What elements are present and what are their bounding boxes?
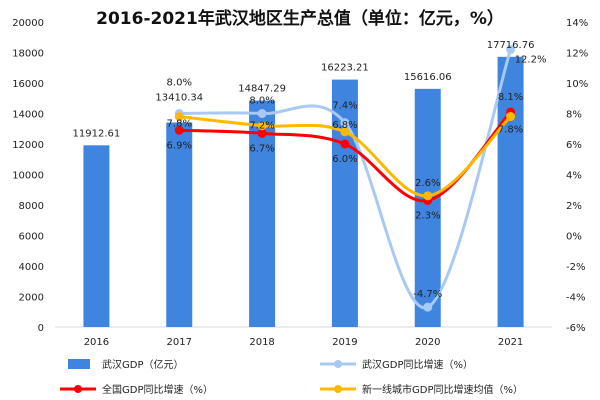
line-data-label: 8.0% (249, 96, 274, 107)
left-tick-label: 8000 (19, 201, 44, 212)
line-data-label: 7.2% (249, 121, 274, 132)
legend-marker (74, 385, 82, 393)
x-tick-label: 2019 (332, 337, 357, 348)
series-point (257, 128, 267, 138)
bar-data-label: 16223.21 (321, 63, 369, 74)
legend-item: 武汉GDP同比增速（%） (320, 358, 473, 371)
legend-swatch (68, 359, 90, 369)
bar (83, 145, 110, 327)
left-tick-label: 10000 (12, 171, 44, 182)
right-tick-label: 12% (566, 49, 588, 60)
left-tick-label: 0 (38, 323, 44, 334)
series-point (340, 139, 350, 149)
legend-marker (334, 385, 342, 393)
bar (166, 122, 193, 328)
line-data-label: 6.7% (249, 143, 274, 154)
right-tick-label: 4% (566, 171, 582, 182)
right-tick-label: -6% (566, 323, 585, 334)
x-tick-label: 2017 (167, 337, 192, 348)
series-line (179, 48, 513, 309)
legend-marker (334, 360, 342, 368)
line-data-label: 12.2% (515, 54, 547, 65)
right-tick-label: 6% (566, 140, 582, 151)
left-tick-label: 20000 (12, 18, 44, 29)
left-tick-label: 2000 (19, 293, 44, 304)
bar-data-label: 15616.06 (404, 72, 452, 83)
line-data-label: 7.4% (332, 101, 357, 112)
legend-item: 武汉GDP（亿元） (68, 358, 183, 371)
series-point (423, 302, 433, 312)
bar-data-label: 14847.29 (238, 84, 286, 95)
legend-label: 武汉GDP（亿元） (102, 358, 183, 371)
legend-label: 新一线城市GDP同比增速均值（%） (362, 383, 523, 396)
series-point (257, 121, 267, 131)
bar (414, 88, 441, 327)
series-point (174, 112, 184, 122)
left-tick-label: 16000 (12, 79, 44, 90)
line-data-label: -4.7% (413, 289, 442, 300)
series-point (506, 112, 516, 122)
series-point (257, 109, 267, 118)
right-tick-label: -2% (566, 262, 585, 273)
x-tick-label: 2021 (498, 337, 523, 348)
series-point (506, 44, 516, 54)
line-data-label: 2.3% (415, 210, 440, 221)
x-tick-label: 2018 (249, 337, 274, 348)
right-tick-label: -4% (566, 293, 585, 304)
bar (331, 79, 358, 328)
bar-data-label: 17716.76 (487, 40, 535, 51)
legend-label: 全国GDP同比增速（%） (102, 383, 213, 396)
series-point (340, 127, 350, 137)
chart-title: 2016-2021年武汉地区生产总值（单位：亿元，%） (96, 9, 504, 29)
x-tick-label: 2020 (415, 337, 440, 348)
legend-item: 全国GDP同比增速（%） (60, 383, 213, 396)
right-tick-label: 2% (566, 201, 582, 212)
right-tick-label: 10% (566, 79, 588, 90)
series-point (423, 191, 433, 201)
line-data-label: 6.8% (332, 120, 357, 131)
right-tick-label: 0% (566, 232, 582, 243)
bar (249, 100, 276, 327)
bar (497, 56, 524, 328)
left-tick-label: 6000 (19, 232, 44, 243)
line-data-label: 8.1% (498, 92, 523, 103)
line-data-label: 7.8% (167, 119, 192, 130)
line-data-label: 7.8% (498, 125, 523, 136)
x-tick-label: 2016 (84, 337, 109, 348)
series-point (340, 118, 350, 128)
line-data-label: 6.9% (167, 140, 192, 151)
left-tick-label: 14000 (12, 110, 44, 121)
left-tick-label: 12000 (12, 140, 44, 151)
line-data-label: 2.6% (415, 178, 440, 189)
bar-data-label: 11912.61 (73, 128, 121, 139)
bar-data-label: 13410.34 (155, 92, 203, 103)
line-data-label: 6.0% (332, 154, 357, 165)
legend-label: 武汉GDP同比增速（%） (362, 358, 473, 371)
legend-item: 新一线城市GDP同比增速均值（%） (320, 383, 523, 396)
series-point (174, 125, 184, 135)
right-tick-label: 8% (566, 110, 582, 121)
right-tick-label: 14% (566, 18, 588, 29)
left-tick-label: 18000 (12, 49, 44, 60)
line-data-label: 8.0% (167, 78, 192, 89)
left-tick-label: 4000 (19, 262, 44, 273)
